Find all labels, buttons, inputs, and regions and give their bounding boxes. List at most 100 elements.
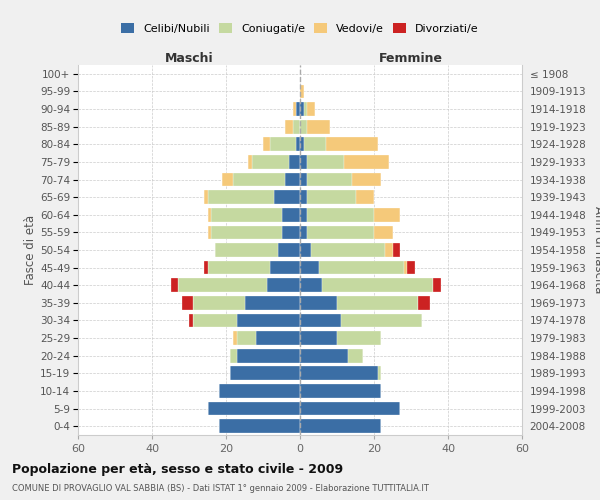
Text: Maschi: Maschi: [164, 52, 214, 65]
Bar: [193, 296, 245, 310]
Bar: [300, 260, 319, 274]
Bar: [341, 314, 422, 328]
Bar: [307, 226, 374, 239]
Bar: [300, 208, 307, 222]
Bar: [407, 260, 415, 274]
Bar: [256, 331, 300, 345]
Bar: [289, 155, 300, 169]
Bar: [218, 420, 300, 433]
Bar: [178, 278, 266, 292]
Bar: [281, 226, 300, 239]
Bar: [266, 278, 300, 292]
Bar: [300, 138, 304, 151]
Text: Popolazione per età, sesso e stato civile - 2009: Popolazione per età, sesso e stato civil…: [12, 462, 343, 475]
Bar: [237, 349, 300, 362]
Bar: [263, 138, 271, 151]
Bar: [300, 402, 400, 415]
Bar: [223, 172, 233, 186]
Bar: [304, 138, 326, 151]
Bar: [374, 208, 400, 222]
Bar: [300, 420, 382, 433]
Bar: [392, 243, 400, 257]
Bar: [230, 366, 300, 380]
Y-axis label: Fasce di età: Fasce di età: [25, 215, 37, 285]
Bar: [233, 331, 237, 345]
Bar: [307, 102, 315, 116]
Bar: [248, 155, 252, 169]
Bar: [300, 331, 337, 345]
Bar: [237, 314, 300, 328]
Bar: [274, 190, 300, 204]
Bar: [348, 349, 363, 362]
Bar: [285, 172, 300, 186]
Bar: [271, 138, 296, 151]
Bar: [271, 260, 300, 274]
Bar: [293, 102, 296, 116]
Bar: [307, 208, 374, 222]
Bar: [300, 384, 382, 398]
Bar: [300, 349, 348, 362]
Bar: [215, 243, 278, 257]
Bar: [378, 366, 382, 380]
Bar: [208, 190, 274, 204]
Bar: [307, 155, 344, 169]
Bar: [170, 278, 178, 292]
Bar: [355, 190, 374, 204]
Text: Femmine: Femmine: [379, 52, 443, 65]
Bar: [300, 278, 322, 292]
Bar: [296, 138, 300, 151]
Bar: [300, 155, 307, 169]
Bar: [304, 102, 307, 116]
Bar: [307, 172, 352, 186]
Bar: [300, 120, 307, 134]
Bar: [208, 226, 211, 239]
Bar: [182, 296, 193, 310]
Bar: [230, 349, 237, 362]
Bar: [237, 331, 256, 345]
Bar: [311, 243, 385, 257]
Bar: [245, 296, 300, 310]
Bar: [307, 120, 329, 134]
Bar: [319, 260, 404, 274]
Bar: [300, 102, 304, 116]
Bar: [300, 366, 378, 380]
Bar: [385, 243, 392, 257]
Bar: [252, 155, 289, 169]
Bar: [278, 243, 300, 257]
Bar: [300, 243, 311, 257]
Y-axis label: Anni di nascita: Anni di nascita: [592, 206, 600, 294]
Bar: [233, 172, 285, 186]
Bar: [211, 226, 281, 239]
Bar: [293, 120, 300, 134]
Bar: [344, 155, 389, 169]
Bar: [193, 314, 237, 328]
Bar: [189, 314, 193, 328]
Bar: [300, 84, 304, 98]
Bar: [404, 260, 407, 274]
Bar: [300, 172, 307, 186]
Bar: [300, 314, 341, 328]
Bar: [204, 190, 208, 204]
Bar: [322, 278, 433, 292]
Text: COMUNE DI PROVAGLIO VAL SABBIA (BS) - Dati ISTAT 1° gennaio 2009 - Elaborazione : COMUNE DI PROVAGLIO VAL SABBIA (BS) - Da…: [12, 484, 429, 493]
Bar: [418, 296, 430, 310]
Bar: [337, 331, 382, 345]
Bar: [374, 226, 392, 239]
Bar: [204, 260, 208, 274]
Bar: [285, 120, 293, 134]
Bar: [352, 172, 382, 186]
Bar: [326, 138, 378, 151]
Bar: [208, 208, 211, 222]
Bar: [337, 296, 418, 310]
Bar: [300, 226, 307, 239]
Bar: [307, 190, 355, 204]
Legend: Celibi/Nubili, Coniugati/e, Vedovi/e, Divorziati/e: Celibi/Nubili, Coniugati/e, Vedovi/e, Di…: [117, 19, 483, 38]
Bar: [281, 208, 300, 222]
Bar: [211, 208, 281, 222]
Bar: [218, 384, 300, 398]
Bar: [433, 278, 440, 292]
Bar: [300, 190, 307, 204]
Bar: [208, 260, 271, 274]
Bar: [296, 102, 300, 116]
Bar: [300, 296, 337, 310]
